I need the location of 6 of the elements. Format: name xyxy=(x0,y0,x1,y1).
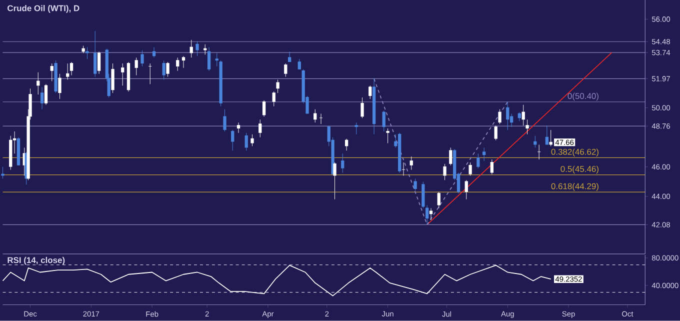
ref-line-label: 0.5(45.46) xyxy=(560,166,598,174)
ref-line-label: 0.382(46.62) xyxy=(551,148,598,157)
ref-line-label: 0.618(44.29) xyxy=(551,183,598,192)
chart-title: RSI (14, close) xyxy=(8,257,65,265)
text: Crude Oil (WTI), D xyxy=(8,5,80,14)
ref-line-label: 0(50.40) xyxy=(568,92,598,101)
